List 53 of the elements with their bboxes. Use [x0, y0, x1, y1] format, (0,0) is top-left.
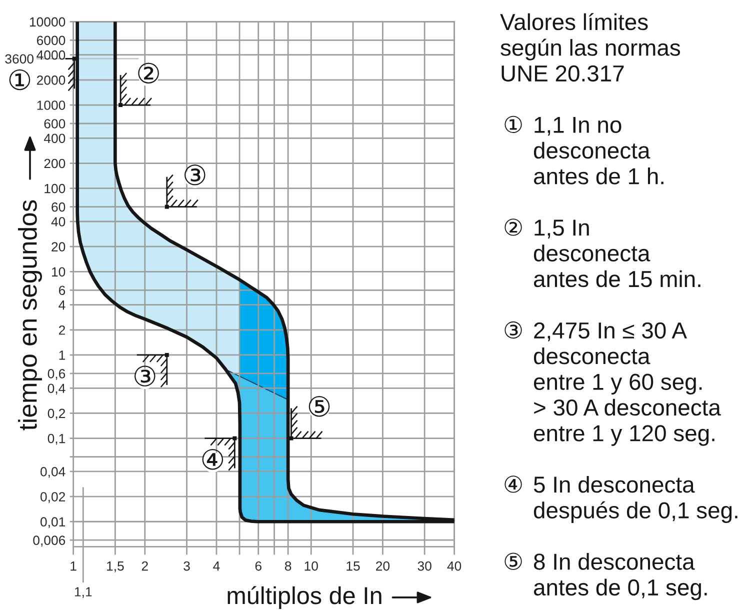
x-tick-label: 20	[376, 561, 390, 571]
x-tick-label: 1	[70, 561, 76, 571]
y-tick-label: 4000	[36, 50, 66, 60]
x-tick-label: 6	[255, 561, 262, 571]
y-tick-label: 0,04	[40, 467, 66, 478]
x-tick-label: 30	[418, 561, 432, 571]
y-tick-label: 0,6	[48, 369, 66, 380]
text: ① 1,1 In no desconecta antes de 1 h.	[504, 116, 664, 184]
y-tick-label: 20	[52, 242, 66, 252]
annotation: ③	[134, 366, 156, 386]
text: ③ 2,475 In ≤ 30 A desconecta entre 1 y 60 seg. > 30 A desconecta entre 1 y 120 seg.	[504, 321, 721, 446]
y-tick-label: 10	[52, 267, 66, 277]
y-tick-label: 0,02	[40, 492, 65, 504]
y-tick-label: 0,01	[40, 517, 66, 528]
text: ⑤ 8 In desconecta antes de 0,1 seg.	[504, 552, 707, 600]
y-tick-label: 60	[52, 202, 66, 212]
y-tick-label: 4	[58, 300, 66, 310]
y-tick-label: 0,1	[48, 434, 66, 445]
annotation: ③	[184, 164, 206, 186]
text: ② 1,5 In desconecta antes de 15 min.	[504, 218, 700, 288]
x-tick-label: 8	[284, 561, 292, 571]
y-axis-title: tiempo en segundos	[18, 200, 42, 430]
y-tick-label: 1	[59, 350, 66, 360]
y-tick-label: 200	[44, 158, 66, 168]
y-tick-label: 400	[44, 134, 66, 144]
y-tick-label: 0,006	[33, 536, 66, 547]
x-tick-label: 2	[142, 561, 148, 571]
y-tick-label: 0,4	[48, 384, 66, 395]
y-tick-label: 1000	[37, 100, 66, 110]
annotation: ②	[138, 62, 159, 84]
x-axis-title: múltiplos de In	[228, 586, 382, 610]
annotation: ⑤	[308, 396, 330, 417]
annotation: ①	[9, 69, 30, 90]
y-tick-label: 2	[58, 325, 65, 335]
text: Valores límites según las normas UNE 20.317	[500, 13, 680, 82]
x-tick-label: 3	[184, 561, 190, 571]
y-tick-label: 10000	[30, 17, 66, 27]
y-tick-label: 100	[44, 184, 66, 194]
x-tick-label: 40	[447, 561, 462, 571]
ref-line-label: 3600	[5, 54, 34, 64]
x-tick-label: 4	[213, 561, 220, 571]
x-tick-label: 1,5	[107, 561, 124, 572]
y-tick-label: 0,2	[48, 408, 65, 420]
y-tick-label: 40	[51, 217, 66, 226]
x-tick-label: 15	[346, 561, 360, 571]
annotation: ④	[202, 448, 224, 470]
y-tick-label: 6000	[36, 36, 66, 46]
x-tick-label: 10	[304, 561, 318, 571]
y-tick-label: 600	[44, 119, 66, 128]
y-tick-label: 6	[58, 286, 66, 296]
text: ④ 5 In desconecta después de 0,1 seg.	[504, 476, 738, 524]
y-tick-label: 2000	[36, 76, 66, 85]
ref-line-label: 1,1	[74, 587, 92, 598]
